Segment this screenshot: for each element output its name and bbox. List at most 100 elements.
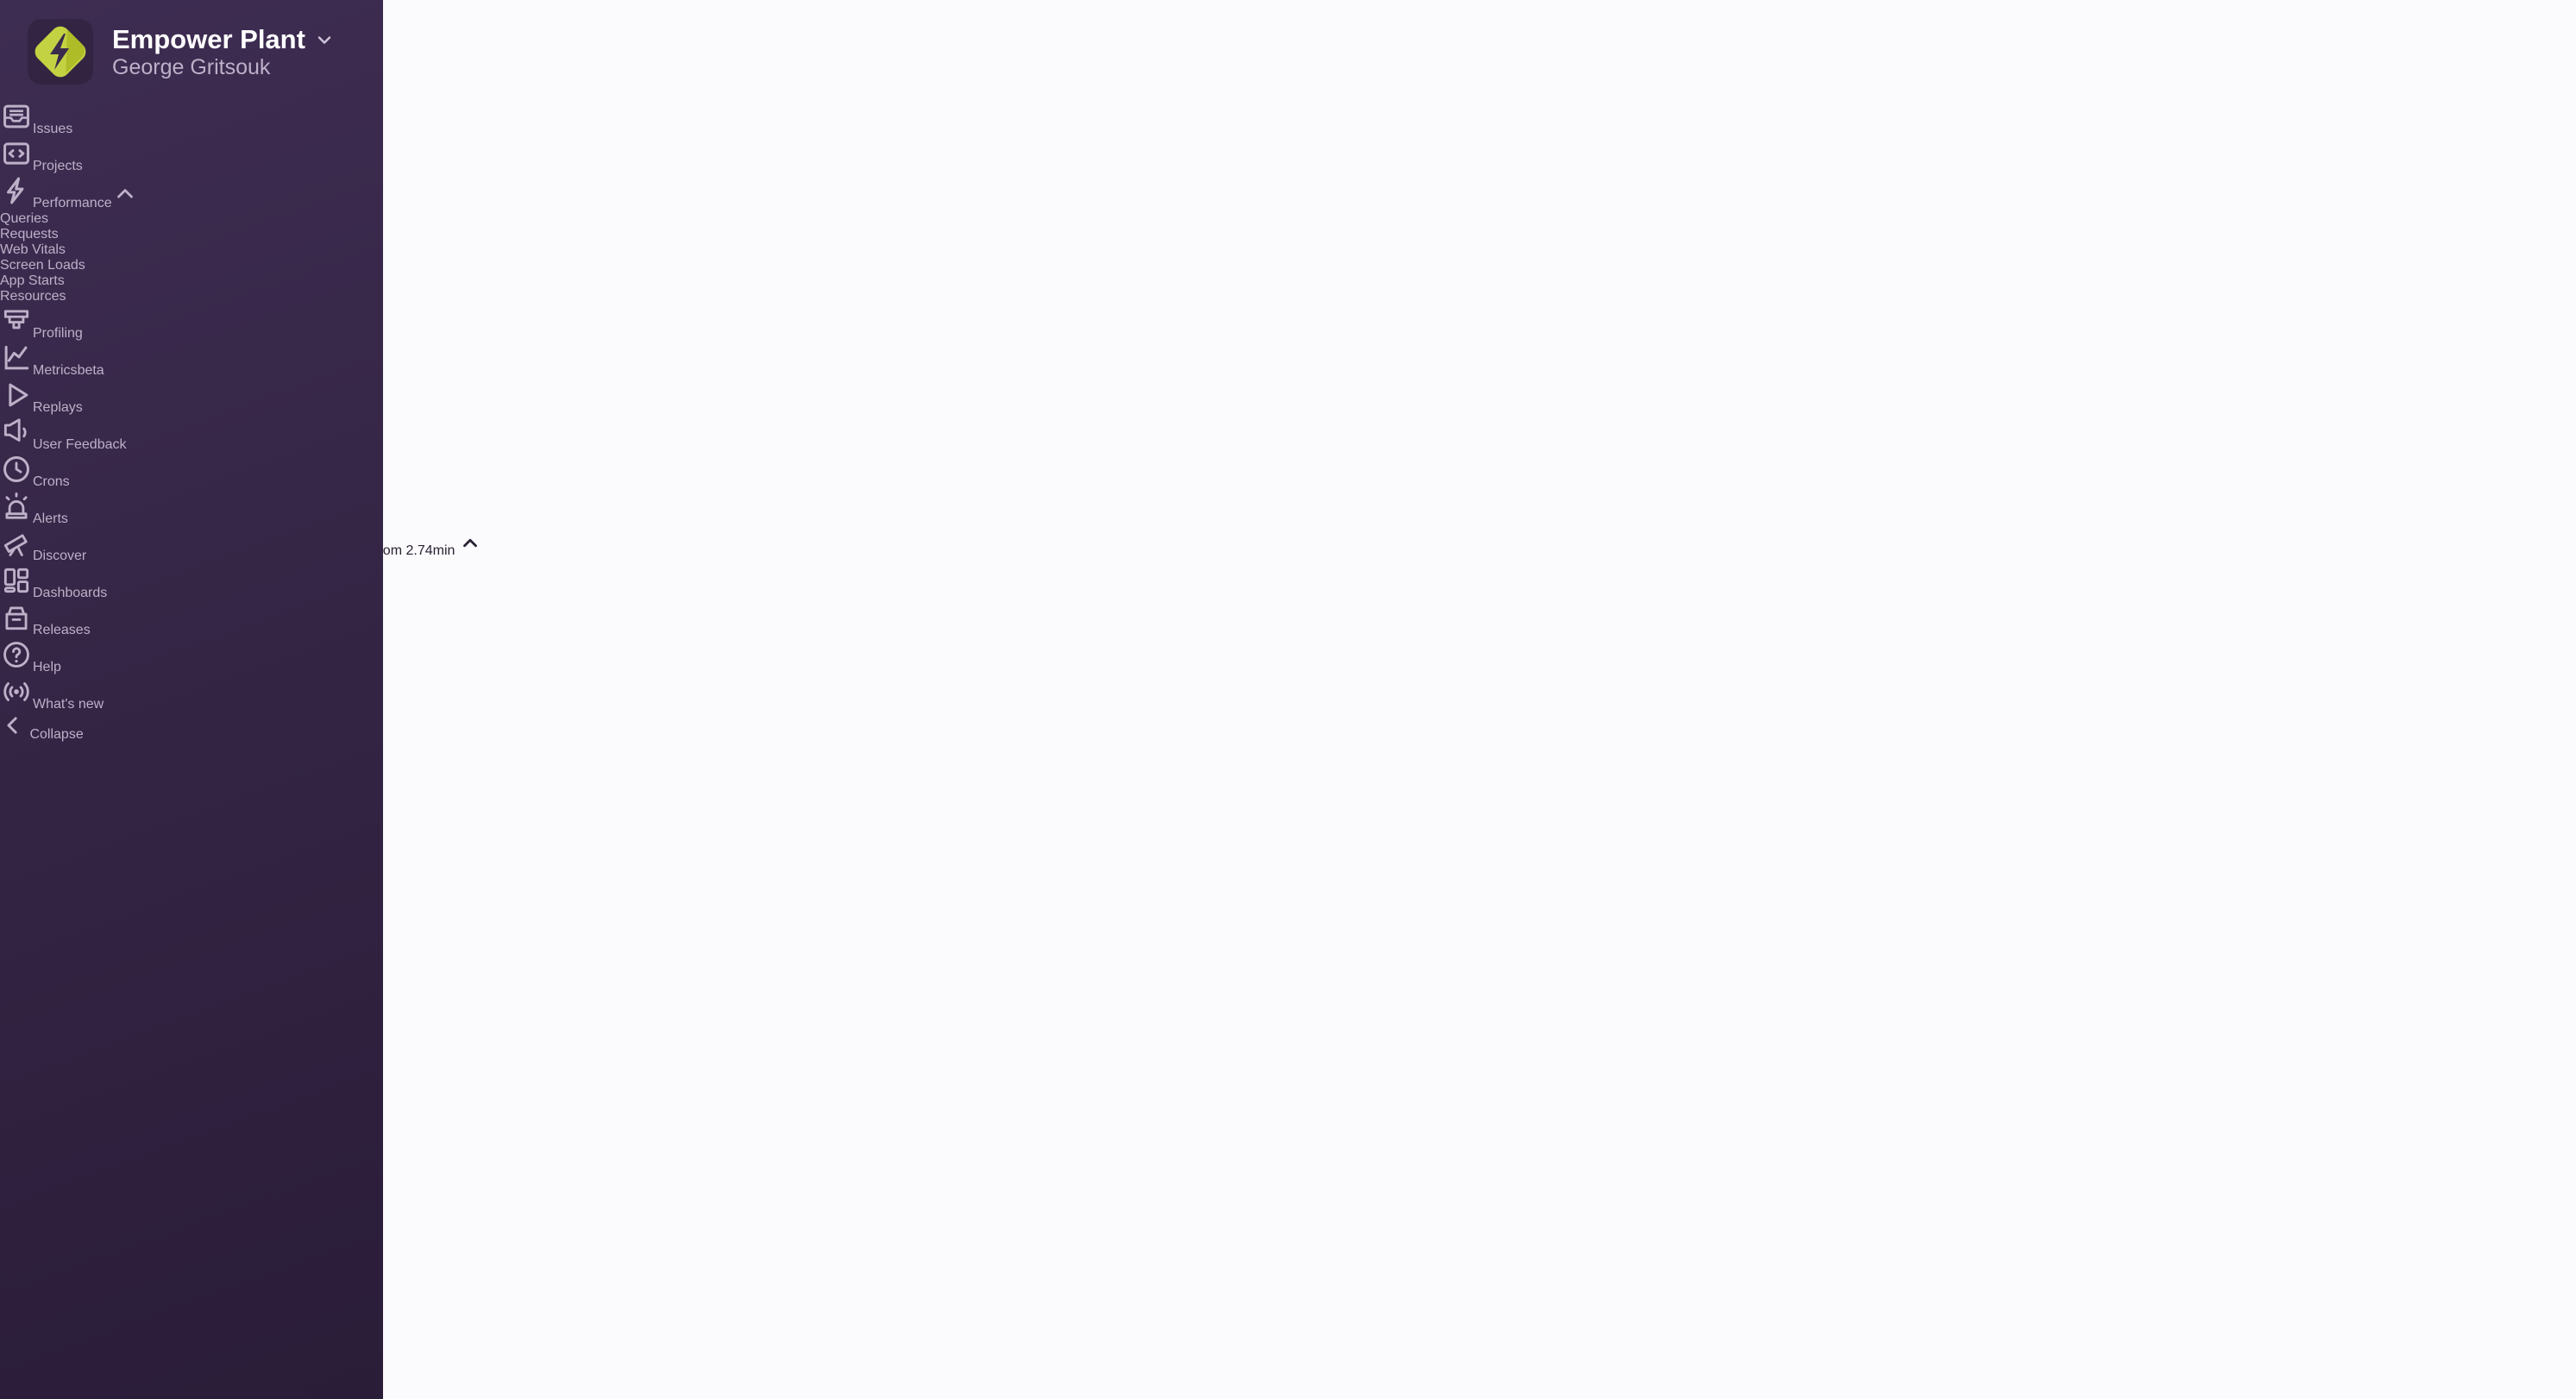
sidebar-item-label: Queries: [0, 211, 49, 226]
sidebar-item-label: What's new: [33, 697, 104, 712]
org-text: Empower Plant George Gritsouk: [112, 24, 335, 80]
dashboards-icon: [0, 568, 33, 600]
sidebar-item-projects[interactable]: Projects: [0, 137, 383, 174]
widgets-row-2: Transactions Per Minute 81.122 Compared …: [0, 668, 2576, 1074]
domain-accordion-row: application-monitoring-ruby-dot-sales-en…: [0, 532, 2576, 559]
sidebar-collapse[interactable]: Collapse: [0, 712, 383, 743]
y-tick-label: 500ms: [0, 981, 2576, 996]
y-axis: 150120906030: [0, 725, 2576, 803]
projects-icon: [0, 142, 33, 173]
transactions-table: TransactionProjectOperationHTTP MethodTP…: [0, 1074, 2576, 1399]
sidebar-item-label: Issues: [33, 122, 73, 136]
p50-title-dropdown[interactable]: p50 Duration: [0, 923, 2576, 950]
operation-cell: http.server: [0, 1373, 2576, 1389]
sidebar-item-dashboards[interactable]: Dashboards: [0, 564, 383, 601]
domains-chart: 25ms20ms15ms10ms5ms0: [0, 559, 2576, 668]
column-header-operation[interactable]: Operation: [0, 1139, 2576, 1154]
y-tick-label: 100ms: [0, 1043, 2576, 1058]
org-switcher[interactable]: Empower Plant George Gritsouk: [0, 0, 383, 100]
date-range-filter[interactable]: 24H: [0, 190, 2576, 222]
project-filter[interactable]: flask: [0, 131, 2576, 158]
sidebar-item-label: Alerts: [33, 511, 68, 526]
sidebar-item-discover[interactable]: Discover: [0, 527, 383, 564]
clock-icon: [0, 456, 33, 489]
y-tick-label: 5ms: [0, 400, 2576, 416]
sidebar-item-whats-new[interactable]: What's new: [0, 675, 383, 712]
sidebar-item-label: Metrics: [33, 363, 78, 378]
sidebar-item-label: Screen Loads: [0, 258, 85, 273]
column-header-tpm[interactable]: TPM: [0, 1170, 2576, 1206]
y-tick-label: 150: [0, 725, 2576, 741]
y-axis: 25ms20ms15ms10ms5ms0: [0, 559, 2576, 652]
sidebar-item-label: App Starts: [0, 273, 65, 288]
star-column-header[interactable]: [0, 1074, 2576, 1107]
tab-frontend[interactable]: Frontend: [0, 85, 2576, 100]
column-header-user-misery[interactable]: User Misery: [0, 1283, 2576, 1299]
sidebar-item-issues[interactable]: Issues: [0, 100, 383, 137]
domains-title-dropdown[interactable]: Most Time-Consuming Domains new: [0, 474, 2576, 500]
chevron-left-icon: [0, 717, 29, 742]
search-container: [0, 222, 2576, 254]
sidebar-item-label: Projects: [33, 159, 83, 173]
tab-backend[interactable]: Backend: [0, 100, 2576, 116]
org-name: Empower Plant: [112, 23, 305, 54]
sidebar-item-user-feedback[interactable]: User Feedback: [0, 416, 383, 453]
telescope-icon: [0, 534, 33, 563]
sidebar-item-requests[interactable]: Requests: [0, 227, 383, 242]
transactions-per-minute-widget: Transactions Per Minute 81.122 Compared …: [0, 668, 2576, 819]
sidebar-item-screen-loads[interactable]: Screen Loads: [0, 258, 383, 273]
issues-icon: [0, 104, 33, 136]
profiling-icon: [0, 310, 33, 341]
y-tick-label: 10ms: [0, 385, 2576, 400]
failure-rate-title-dropdown[interactable]: Failure Rate: [0, 819, 2576, 845]
column-header-apdex[interactable]: Apdex: [0, 1252, 2576, 1268]
failure-rate-widget: Failure Rate 1% Compared to last 24h 100…: [0, 819, 2576, 923]
sidebar-item-resources[interactable]: Resources: [0, 289, 383, 304]
y-tick-label: 25ms: [0, 559, 2576, 574]
column-header-project[interactable]: Project: [0, 1123, 2576, 1139]
slow-http-ops-title-dropdown[interactable]: Slow HTTP Ops: [0, 254, 2576, 280]
megaphone-icon: [0, 418, 33, 452]
environment-filter[interactable]: All Envs: [0, 158, 2576, 190]
table-row: product_infoflaskhttp.serverGET65.3/min5…: [0, 1299, 2576, 1399]
page-title: Performance: [0, 0, 2576, 32]
sidebar-item-releases[interactable]: Releases: [0, 601, 383, 638]
sidebar-item-web-vitals[interactable]: Web Vitals: [0, 242, 383, 258]
sidebar-item-label: User Feedback: [33, 437, 127, 452]
column-header-p50[interactable]: P50: [0, 1206, 2576, 1221]
page-filter-group: flask All Envs 24H: [0, 131, 2576, 222]
sidebar-item-label: Profiling: [33, 326, 83, 341]
filter-bar: flask All Envs 24H: [0, 131, 2576, 254]
metrics-icon: [0, 345, 33, 378]
transaction-accordion-row: products 17ms: [0, 296, 2576, 323]
beta-badge: beta: [77, 363, 104, 378]
y-tick-label: 5ms: [0, 621, 2576, 637]
org-avatar: [28, 19, 93, 85]
column-header-p95[interactable]: P95: [0, 1221, 2576, 1237]
column-header-http-method[interactable]: HTTP Method: [0, 1154, 2576, 1170]
table-header: TransactionProjectOperationHTTP MethodTP…: [0, 1074, 2576, 1299]
domain-time-value[interactable]: 2.74min: [405, 543, 456, 558]
table-body: product_infoflaskhttp.serverGET65.3/min5…: [0, 1299, 2576, 1399]
column-header-users[interactable]: Users: [0, 1268, 2576, 1283]
tab-all-transactions[interactable]: All Transactions: [0, 69, 2576, 85]
sidebar-item-alerts[interactable]: Alerts: [0, 490, 383, 527]
tab-mobile[interactable]: Mobile: [0, 116, 2576, 131]
column-header-transaction[interactable]: Transaction: [0, 1107, 2576, 1123]
sidebar-item-help[interactable]: Help: [0, 638, 383, 675]
sidebar-item-app-starts[interactable]: App Starts: [0, 273, 383, 289]
sidebar-item-replays[interactable]: Replays: [0, 379, 383, 416]
column-header-failure-rate[interactable]: Failure Rate: [0, 1237, 2576, 1252]
sidebar-item-label: Resources: [0, 289, 66, 304]
tpm-title-dropdown[interactable]: Transactions Per Minute: [0, 668, 2576, 694]
releases-icon: [0, 606, 33, 637]
sidebar-item-metrics[interactable]: Metricsbeta: [0, 342, 383, 379]
y-tick-label: 100%: [0, 876, 2576, 892]
sidebar-item-performance[interactable]: Performance: [0, 174, 383, 211]
sidebar-item-profiling[interactable]: Profiling: [0, 304, 383, 342]
sidebar-item-queries[interactable]: Queries: [0, 211, 383, 227]
collapse-button[interactable]: [459, 538, 481, 558]
widget-subtitle: Compared to last 24h: [0, 965, 2576, 981]
sidebar: Empower Plant George Gritsouk Issues Proj…: [0, 0, 383, 1399]
sidebar-item-crons[interactable]: Crons: [0, 453, 383, 490]
